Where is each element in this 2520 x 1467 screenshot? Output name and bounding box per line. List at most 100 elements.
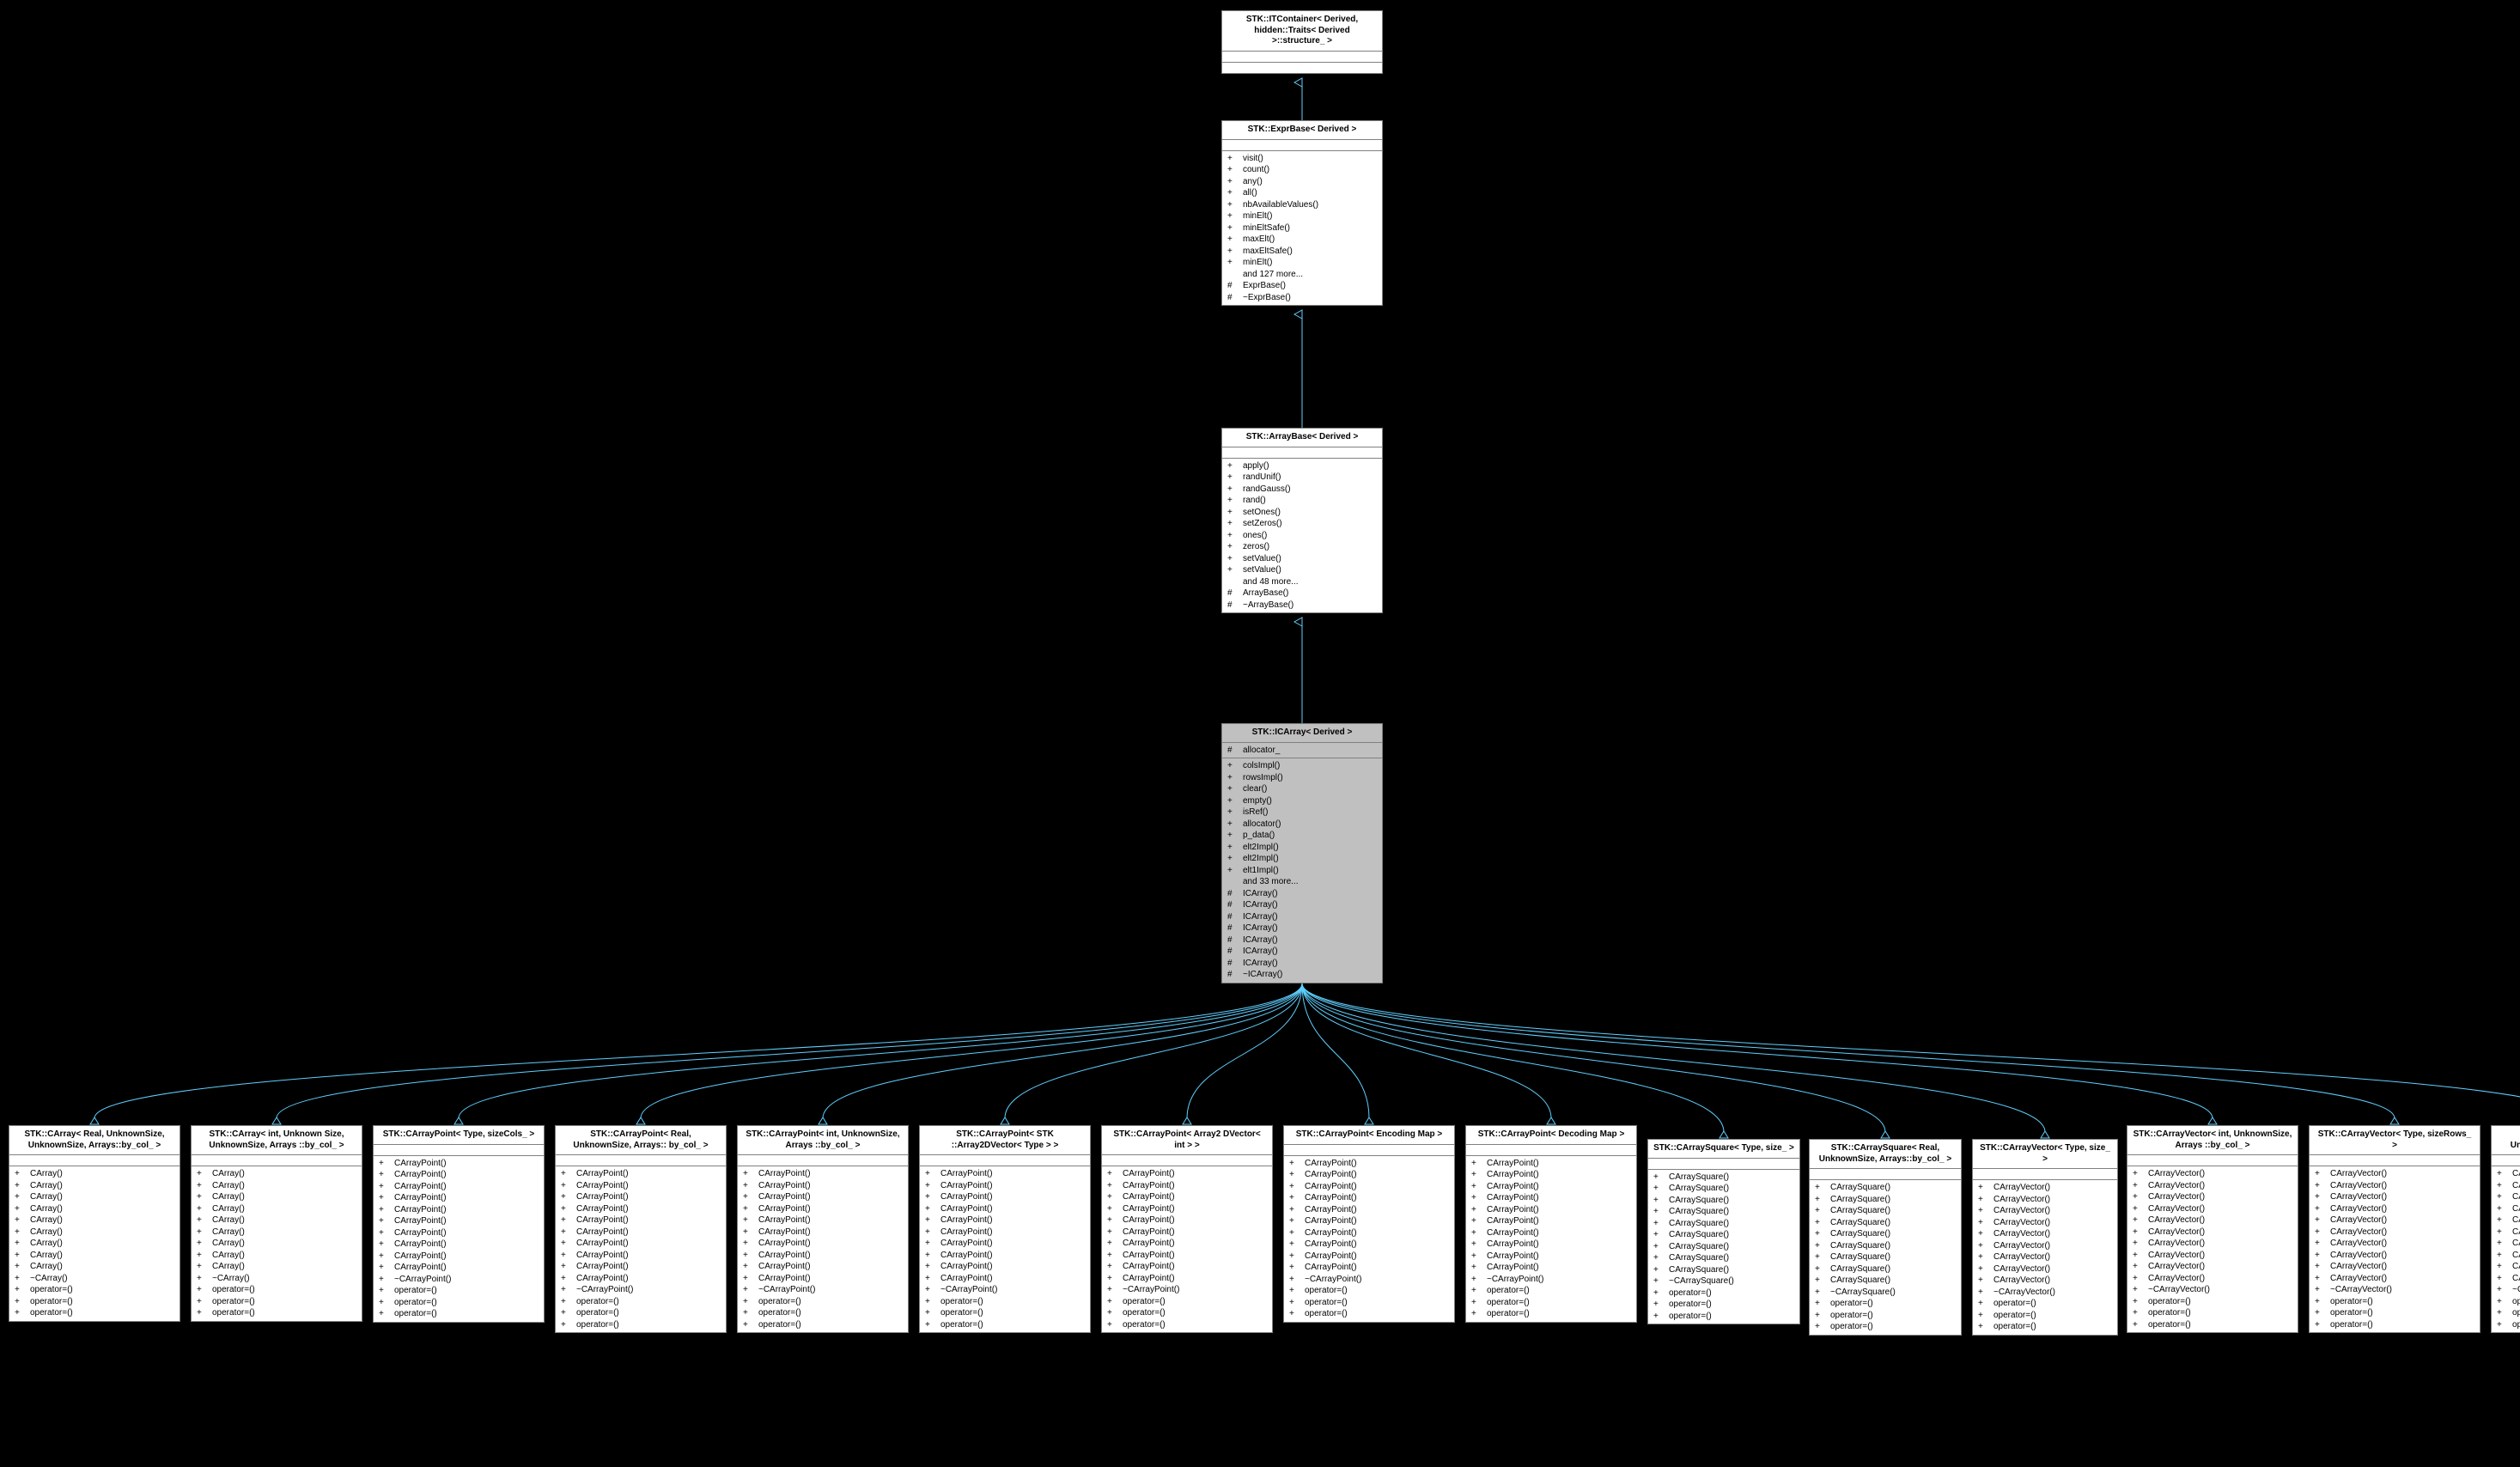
member-name: CArrayPoint(): [1487, 1192, 1631, 1204]
uml-member-row: +operator=(): [738, 1307, 908, 1319]
visibility-marker: +: [197, 1273, 212, 1285]
uml-class-leaf1[interactable]: STK::CArray< int, Unknown Size, UnknownS…: [191, 1125, 362, 1322]
member-name: CArraySquare(): [1830, 1217, 1956, 1229]
member-name: CArrayPoint(): [394, 1227, 539, 1239]
member-name: CArrayPoint(): [940, 1203, 1085, 1215]
visibility-marker: +: [1653, 1311, 1669, 1323]
visibility-marker: +: [15, 1250, 30, 1262]
visibility-marker: +: [1289, 1192, 1305, 1204]
uml-class-title: STK::CArray< Real, UnknownSize, UnknownS…: [9, 1126, 180, 1155]
member-name: minElt(): [1243, 210, 1377, 222]
member-name: CArraySquare(): [1830, 1228, 1956, 1240]
uml-class-leaf3[interactable]: STK::CArrayPoint< Real, UnknownSize, Arr…: [555, 1125, 727, 1333]
visibility-marker: +: [1227, 795, 1243, 807]
uml-member-row: +CArray(): [192, 1214, 362, 1227]
uml-class-leaf6[interactable]: STK::CArrayPoint< Array2 DVector< int > …: [1101, 1125, 1273, 1333]
uml-member-row: +CArrayPoint(): [1466, 1262, 1636, 1274]
uml-member-row: +operator=(): [738, 1296, 908, 1308]
member-name: CArrayPoint(): [1487, 1181, 1631, 1193]
member-name: CArrayPoint(): [394, 1262, 539, 1274]
uml-class-arraybase[interactable]: STK::ArrayBase< Derived >+apply()+randUn…: [1221, 428, 1383, 613]
uml-class-leaf2[interactable]: STK::CArrayPoint< Type, sizeCols_ >+CArr…: [373, 1125, 545, 1323]
uml-member-row: #ICArray(): [1222, 899, 1382, 911]
uml-member-row: +CArrayVector(): [2310, 1238, 2480, 1250]
uml-member-row: +operator=(): [1284, 1297, 1454, 1309]
uml-member-row: +CArrayPoint(): [738, 1273, 908, 1285]
member-name: operator=(): [30, 1296, 174, 1308]
member-name: CArray(): [30, 1250, 174, 1262]
uml-member-row: +operator=(): [374, 1308, 544, 1320]
uml-member-row: +CArrayPoint(): [1284, 1192, 1454, 1204]
visibility-marker: +: [1289, 1181, 1305, 1193]
member-name: CArrayVector(): [2330, 1227, 2474, 1239]
member-name: CArray(): [30, 1227, 174, 1239]
visibility-marker: +: [925, 1227, 940, 1239]
uml-member-row: +CArrayPoint(): [1284, 1158, 1454, 1170]
member-name: isRef(): [1243, 807, 1377, 819]
member-name: CArray(): [212, 1250, 356, 1262]
visibility-marker: +: [1227, 222, 1243, 234]
member-name: CArrayPoint(): [576, 1227, 721, 1239]
visibility-marker: +: [925, 1284, 940, 1296]
uml-member-row: +CArraySquare(): [1810, 1194, 1961, 1206]
member-name: minEltSafe(): [1243, 222, 1377, 234]
visibility-marker: +: [2315, 1250, 2330, 1262]
member-name: operator=(): [940, 1296, 1085, 1308]
member-name: nbAvailableValues(): [1243, 199, 1377, 211]
member-name: CArrayPoint(): [940, 1250, 1085, 1262]
visibility-marker: +: [2315, 1191, 2330, 1203]
member-name: and 48 more...: [1243, 576, 1377, 588]
uml-member-row: +~CArrayPoint(): [374, 1274, 544, 1286]
member-name: CArraySquare(): [1669, 1229, 1794, 1241]
uml-class-leaf0[interactable]: STK::CArray< Real, UnknownSize, UnknownS…: [9, 1125, 180, 1322]
visibility-marker: +: [561, 1284, 576, 1296]
member-name: CArrayVector(): [2512, 1250, 2520, 1262]
uml-class-leaf10[interactable]: STK::CArraySquare< Real, UnknownSize, Ar…: [1809, 1139, 1962, 1336]
uml-member-row: +operator=(): [192, 1296, 362, 1308]
uml-member-row: +CArraySquare(): [1648, 1218, 1799, 1230]
visibility-marker: +: [1815, 1228, 1830, 1240]
member-name: CArrayPoint(): [1305, 1262, 1449, 1274]
uml-class-leaf13[interactable]: STK::CArrayVector< Type, sizeRows_ >+CAr…: [2309, 1125, 2480, 1333]
member-name: CArrayPoint(): [1305, 1192, 1449, 1204]
uml-member-row: +CArrayPoint(): [1466, 1192, 1636, 1204]
uml-member-row: +CArrayVector(): [2310, 1203, 2480, 1215]
visibility-marker: +: [925, 1273, 940, 1285]
uml-class-leaf11[interactable]: STK::CArrayVector< Type, size_ >+CArrayV…: [1972, 1139, 2118, 1336]
member-name: CArray(): [212, 1191, 356, 1203]
member-name: operator=(): [758, 1319, 903, 1331]
visibility-marker: +: [1471, 1227, 1487, 1239]
visibility-marker: +: [2315, 1203, 2330, 1215]
uml-class-leaf12[interactable]: STK::CArrayVector< int, UnknownSize, Arr…: [2127, 1125, 2298, 1333]
uml-class-leaf4[interactable]: STK::CArrayPoint< int, UnknownSize, Arra…: [737, 1125, 909, 1333]
uml-member-row: +CArray(): [192, 1180, 362, 1192]
uml-member-row: +CArraySquare(): [1648, 1195, 1799, 1207]
uml-class-leaf9[interactable]: STK::CArraySquare< Type, size_ >+CArrayS…: [1647, 1139, 1800, 1324]
visibility-marker: +: [1227, 257, 1243, 269]
member-name: CArrayPoint(): [1305, 1169, 1449, 1181]
visibility-marker: +: [1107, 1296, 1123, 1308]
uml-member-row: +CArraySquare(): [1810, 1240, 1961, 1252]
visibility-marker: +: [2497, 1227, 2512, 1239]
uml-member-row: +CArraySquare(): [1648, 1206, 1799, 1218]
member-name: apply(): [1243, 460, 1377, 472]
member-name: CArray(): [30, 1203, 174, 1215]
member-name: CArrayPoint(): [758, 1238, 903, 1250]
member-name: operator=(): [576, 1296, 721, 1308]
uml-class-exprbase[interactable]: STK::ExprBase< Derived >+visit()+count()…: [1221, 120, 1383, 306]
member-name: operator=(): [1487, 1308, 1631, 1320]
uml-class-leaf8[interactable]: STK::CArrayPoint< Decoding Map >+CArrayP…: [1465, 1125, 1637, 1323]
uml-section: +CArrayPoint()+CArrayPoint()+CArrayPoint…: [1102, 1166, 1272, 1332]
visibility-marker: +: [2315, 1168, 2330, 1180]
uml-class-leaf5[interactable]: STK::CArrayPoint< STK ::Array2DVector< T…: [919, 1125, 1091, 1333]
uml-member-row: +CArrayPoint(): [1466, 1239, 1636, 1251]
member-name: CArrayVector(): [1993, 1251, 2112, 1263]
uml-class-leaf14[interactable]: STK::CArrayVector< Real, UnknownSize, Ar…: [2491, 1125, 2520, 1333]
visibility-marker: +: [1289, 1158, 1305, 1170]
member-name: operator=(): [1305, 1297, 1449, 1309]
visibility-marker: +: [2315, 1296, 2330, 1308]
uml-class-itcontainer[interactable]: STK::ITContainer< Derived, hidden::Trait…: [1221, 10, 1383, 74]
uml-class-icarray[interactable]: STK::ICArray< Derived >#allocator_+colsI…: [1221, 723, 1383, 983]
uml-class-leaf7[interactable]: STK::CArrayPoint< Encoding Map >+CArrayP…: [1283, 1125, 1455, 1323]
visibility-marker: +: [379, 1192, 394, 1204]
